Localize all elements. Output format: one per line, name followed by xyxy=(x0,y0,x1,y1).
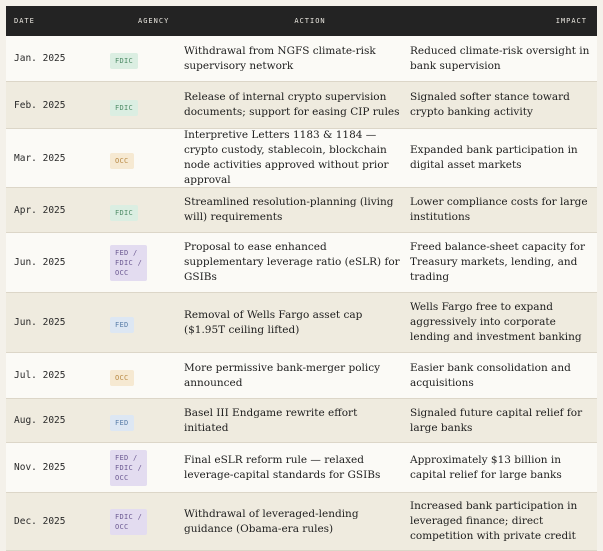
row-action: Withdrawal from NGFS climate-risk superv… xyxy=(184,44,376,72)
row-action: More permissive bank-merger policy annou… xyxy=(184,361,381,389)
table-row: Jul. 2025 OCC More permissive bank-merge… xyxy=(6,353,597,399)
row-impact: Signaled future capital relief for large… xyxy=(410,406,583,434)
row-date: Feb. 2025 xyxy=(14,99,66,111)
header-date: DATE xyxy=(14,17,35,25)
row-impact: Expanded bank participation in digital a… xyxy=(410,144,578,171)
agency-badge: FDIC xyxy=(110,53,139,69)
table-row: Jun. 2025 FED Removal of Wells Fargo ass… xyxy=(6,293,597,353)
agency-badge: FDIC xyxy=(110,99,139,116)
row-date: Jun. 2025 xyxy=(14,257,66,268)
agency-badge: FED / FDIC / OCC xyxy=(110,244,148,281)
agency-badge: FED xyxy=(110,415,134,431)
agency-badge: FED / FDIC / OCC xyxy=(110,449,148,486)
agency-badge: FDIC / OCC xyxy=(110,508,148,535)
row-date: Nov. 2025 xyxy=(14,462,66,473)
row-impact: Wells Fargo free to expand aggressively … xyxy=(410,301,582,343)
header-agency: AGENCY xyxy=(138,17,170,25)
header-action: ACTION xyxy=(294,17,326,25)
row-impact: Increased bank participation in leverage… xyxy=(410,500,578,542)
row-impact: Signaled softer stance toward crypto ban… xyxy=(410,91,570,118)
row-date: Aug. 2025 xyxy=(14,415,66,426)
table-row: Apr. 2025 FDIC Streamlined resolution-pl… xyxy=(6,188,597,233)
row-action: Basel III Endgame rewrite effort initiat… xyxy=(184,406,358,434)
row-impact: Lower compliance costs for large institu… xyxy=(410,196,588,223)
agency-badge: OCC xyxy=(110,370,134,386)
row-impact: Easier bank consolidation and acquisitio… xyxy=(410,361,571,389)
row-date: Mar. 2025 xyxy=(14,152,66,164)
row-action: Withdrawal of leveraged-lending guidance… xyxy=(184,507,359,535)
row-date: Apr. 2025 xyxy=(14,204,66,216)
row-action: Interpretive Letters 1183 & 1184 — crypt… xyxy=(184,129,389,186)
table-row: Jun. 2025 FED / FDIC / OCC Proposal to e… xyxy=(6,233,597,293)
table-header: DATE AGENCY ACTION IMPACT xyxy=(6,6,597,36)
row-action: Removal of Wells Fargo asset cap ($1.95T… xyxy=(184,308,363,336)
table-row: Jan. 2025 FDIC Withdrawal from NGFS clim… xyxy=(6,36,597,82)
row-date: Jul. 2025 xyxy=(14,370,66,381)
row-action: Final eSLR reform rule — relaxed leverag… xyxy=(184,453,381,481)
table-row: Feb. 2025 FDIC Release of internal crypt… xyxy=(6,82,597,129)
row-impact: Approximately $13 billion in capital rel… xyxy=(410,453,562,481)
table-row: Nov. 2025 FED / FDIC / OCC Final eSLR re… xyxy=(6,443,597,493)
row-date: Jun. 2025 xyxy=(14,317,66,328)
table-row: Dec. 2025 FDIC / OCC Withdrawal of lever… xyxy=(6,493,597,551)
row-date: Jan. 2025 xyxy=(14,53,66,64)
regulatory-actions-table: DATE AGENCY ACTION IMPACT Jan. 2025 FDIC… xyxy=(6,6,597,551)
row-impact: Freed balance-sheet capacity for Treasur… xyxy=(410,241,586,283)
table-row: Aug. 2025 FED Basel III Endgame rewrite … xyxy=(6,399,597,443)
row-action: Streamlined resolution-planning (living … xyxy=(184,196,394,223)
agency-badge: OCC xyxy=(110,152,134,169)
header-impact: IMPACT xyxy=(555,17,587,25)
agency-badge: FDIC xyxy=(110,204,139,221)
row-date: Dec. 2025 xyxy=(14,516,66,527)
table-row: Mar. 2025 OCC Interpretive Letters 1183 … xyxy=(6,129,597,188)
row-impact: Reduced climate-risk oversight in bank s… xyxy=(410,44,590,72)
row-action: Release of internal crypto supervision d… xyxy=(184,91,400,118)
agency-badge: FED xyxy=(110,317,134,333)
row-action: Proposal to ease enhanced supplementary … xyxy=(184,241,400,283)
